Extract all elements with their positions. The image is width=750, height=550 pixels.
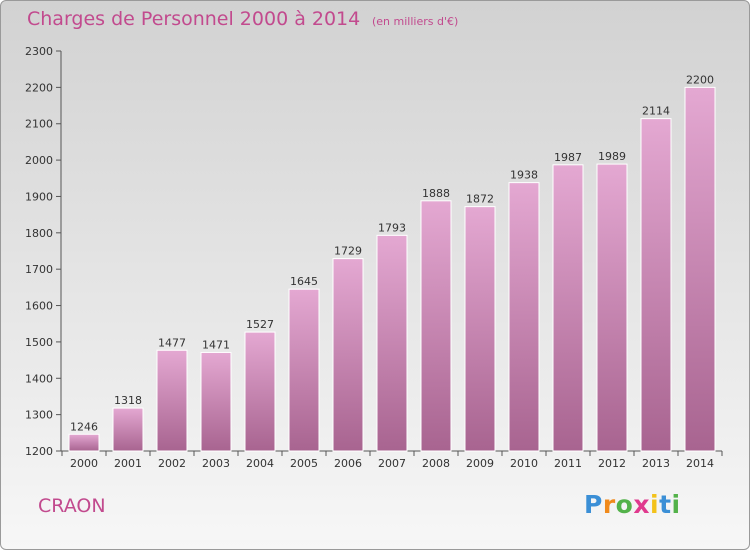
bar-value-label: 1987 [554, 151, 582, 164]
bars [68, 86, 716, 452]
y-axis: 1200 1300 1400 1500 1600 1700 1800 1900 2000 2100… [25, 45, 62, 458]
x-tick-label: 2009 [466, 457, 494, 470]
y-tick-label: 2200 [25, 81, 53, 94]
data-labels: 1246 1318 1477 1471 1527 1645 1729 1793 1888 1872… [70, 73, 714, 433]
bar [112, 407, 144, 452]
x-tick-label: 2014 [686, 457, 714, 470]
y-tick-label: 2100 [25, 118, 53, 131]
y-tick-label: 1800 [25, 227, 53, 240]
x-tick-label: 2005 [290, 457, 318, 470]
bar-value-label: 1888 [422, 187, 450, 200]
bar-value-label: 1318 [114, 394, 142, 407]
x-axis: 2000 2001 2002 2003 2004 2005 2006 2007 2008 2009… [61, 450, 723, 470]
bar-value-label: 1246 [70, 420, 98, 433]
x-tick-label: 2013 [642, 457, 670, 470]
bar-value-label: 1645 [290, 275, 318, 288]
bar [288, 288, 320, 452]
commune-name: CRAON [38, 495, 106, 517]
bar-value-label: 2114 [642, 105, 670, 118]
logo-letter: r [602, 490, 616, 519]
y-tick-label: 1600 [25, 300, 53, 313]
x-tick-label: 2000 [70, 457, 98, 470]
y-tick-label: 2300 [25, 45, 53, 58]
x-tick-label: 2011 [554, 457, 582, 470]
y-tick-label: 1200 [25, 445, 53, 458]
y-tick-label: 1500 [25, 336, 53, 349]
proxiti-logo: Proxiti [584, 490, 681, 519]
x-tick-label: 2012 [598, 457, 626, 470]
x-tick-label: 2008 [422, 457, 450, 470]
logo-letter: i [650, 490, 660, 519]
bar-value-label: 2200 [686, 73, 714, 86]
x-tick-label: 2006 [334, 457, 362, 470]
bar [156, 349, 188, 452]
x-tick-label: 2003 [202, 457, 230, 470]
x-tick-label: 2010 [510, 457, 538, 470]
bar-value-label: 1477 [158, 336, 186, 349]
x-tick-label: 2001 [114, 457, 142, 470]
bar-value-label: 1527 [246, 318, 274, 331]
chart-title: Charges de Personnel 2000 à 2014 [27, 8, 361, 30]
logo-letter: i [671, 490, 681, 519]
bar [420, 200, 452, 452]
y-tick-label: 1400 [25, 372, 53, 385]
bar-value-label: 1793 [378, 221, 406, 234]
bar [552, 164, 584, 452]
bar [640, 118, 672, 452]
y-tick-label: 1300 [25, 409, 53, 422]
bar-value-label: 1989 [598, 150, 626, 163]
chart-subtitle: (en milliers d'€) [372, 15, 459, 28]
x-tick-label: 2002 [158, 457, 186, 470]
bar [508, 182, 540, 452]
y-tick-label: 2000 [25, 154, 53, 167]
x-tick-label: 2007 [378, 457, 406, 470]
bar [244, 331, 276, 452]
bar-value-label: 1471 [202, 338, 230, 351]
y-tick-label: 1700 [25, 263, 53, 276]
bar [376, 234, 408, 452]
logo-letter: t [659, 490, 672, 519]
bar [684, 86, 716, 452]
bar-value-label: 1729 [334, 245, 362, 258]
bar [464, 206, 496, 452]
bar [332, 258, 364, 452]
x-tick-label: 2004 [246, 457, 274, 470]
logo-letter: o [615, 490, 634, 519]
bar [596, 163, 628, 452]
bar [68, 433, 100, 452]
bar-value-label: 1872 [466, 193, 494, 206]
y-tick-label: 1900 [25, 190, 53, 203]
logo-letter: P [584, 490, 603, 519]
bar [200, 351, 232, 452]
bar-value-label: 1938 [510, 169, 538, 182]
logo-letter: x [633, 490, 650, 519]
